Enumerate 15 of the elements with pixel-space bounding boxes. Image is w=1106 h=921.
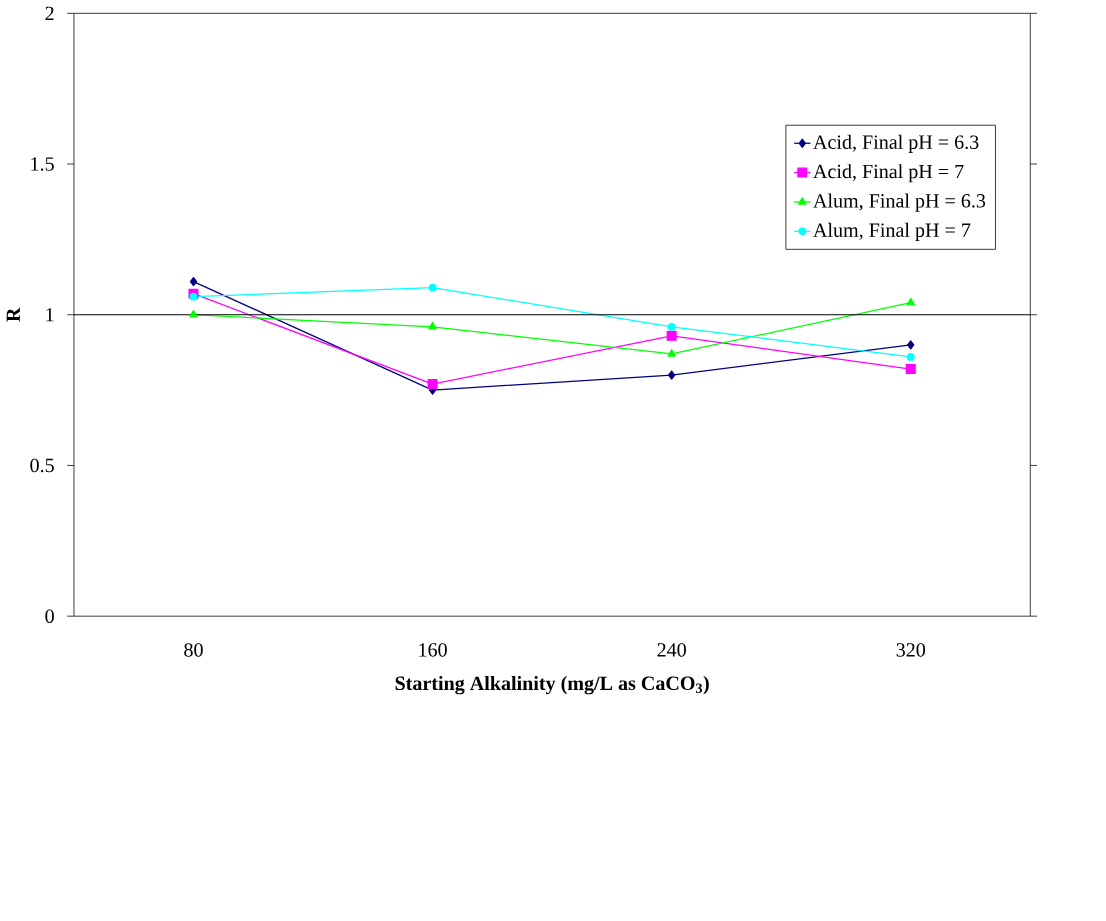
y-tick-label: 0	[45, 609, 54, 624]
y-tick-label: 2	[45, 6, 54, 21]
y-tick-label: 0.5	[30, 458, 54, 473]
x-tick-label: 240	[657, 643, 686, 657]
y-tick-label: 1	[46, 308, 54, 322]
legend-label: Acid, Final pH = 7	[813, 164, 964, 183]
legend-label: Alum, Final pH = 7	[813, 223, 971, 242]
text: Starting Alkalinity (mg/L as CaCO$_{3}$)	[395, 676, 709, 695]
legend-label: Acid, Final pH = 6.3	[813, 134, 979, 154]
x-tick-label: 320	[896, 643, 926, 657]
legend-label: Alum, Final pH = 6.3	[813, 193, 986, 212]
y-axis-title: R	[6, 307, 20, 322]
x-tick-label: 80	[184, 643, 203, 657]
y-tick-label: 1.5	[31, 157, 54, 171]
x-tick-label: 160	[419, 643, 447, 657]
